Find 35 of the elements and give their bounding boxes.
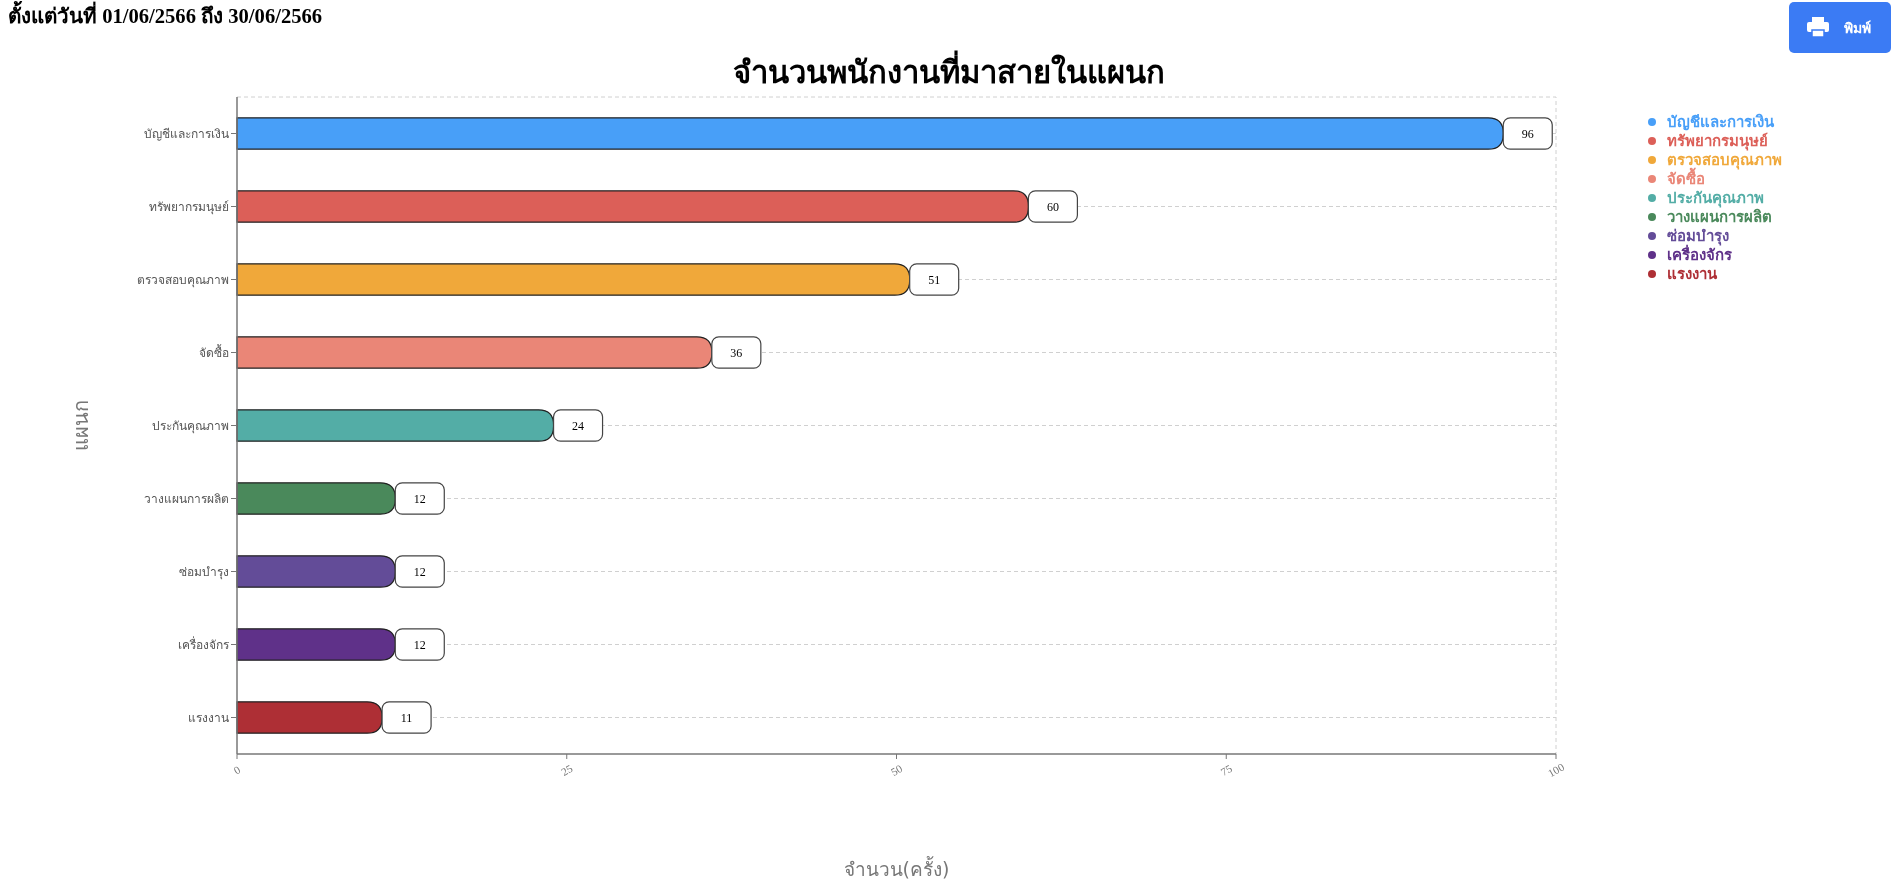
data-label: 11 [400,710,413,725]
data-label: 24 [572,418,585,433]
y-axis-title: แผนก [69,400,93,451]
x-tick-label: 50 [888,761,905,778]
x-tick-label: 0 [231,763,243,777]
y-tick-label: ประกันคุณภาพ [152,418,229,434]
legend-label: ซ่อมบำรุง [1667,227,1729,246]
legend-label: เครื่องจักร [1667,244,1733,264]
x-tick-label: 25 [558,761,575,778]
data-label: 60 [1046,199,1059,214]
data-label: 36 [730,345,743,360]
data-label: 12 [413,564,426,579]
x-tick-label: 75 [1218,761,1235,778]
data-label: 51 [928,272,941,287]
y-tick-label: แรงงาน [188,710,229,725]
data-label: 96 [1521,126,1534,141]
print-button: พิมพ์ [1789,2,1891,53]
y-tick-label: บัญชีและการเงิน [144,126,229,141]
y-tick-label: เครื่องจักร [178,635,230,652]
data-label: 12 [413,637,426,652]
chart-title: จำนวนพนักงานที่มาสายในแผนก [732,50,1165,90]
legend-label: ทรัพยากรมนุษย์ [1667,132,1768,151]
x-axis-title: จำนวน(ครั้ง) [843,856,950,880]
y-tick-label: ซ่อมบำรุง [179,564,229,580]
y-tick-label: ตรวจสอบคุณภาพ [137,272,229,288]
y-tick-label: ทรัพยากรมนุษย์ [149,199,229,215]
y-tick-label: วางแผนการผลิต [144,491,229,506]
data-label: 12 [413,491,426,506]
y-tick-label: จัดซื้อ [199,343,229,360]
legend-label: บัญชีและการเงิน [1667,113,1775,131]
legend-label: วางแผนการผลิต [1667,208,1772,226]
legend-label: ประกันคุณภาพ [1667,189,1764,208]
legend-label: แรงงาน [1667,265,1718,283]
x-tick-label: 100 [1545,760,1567,780]
chart-subtitle: ตั้งแต่วันที่ 01/06/2566 ถึง 30/06/2566 [8,0,323,27]
